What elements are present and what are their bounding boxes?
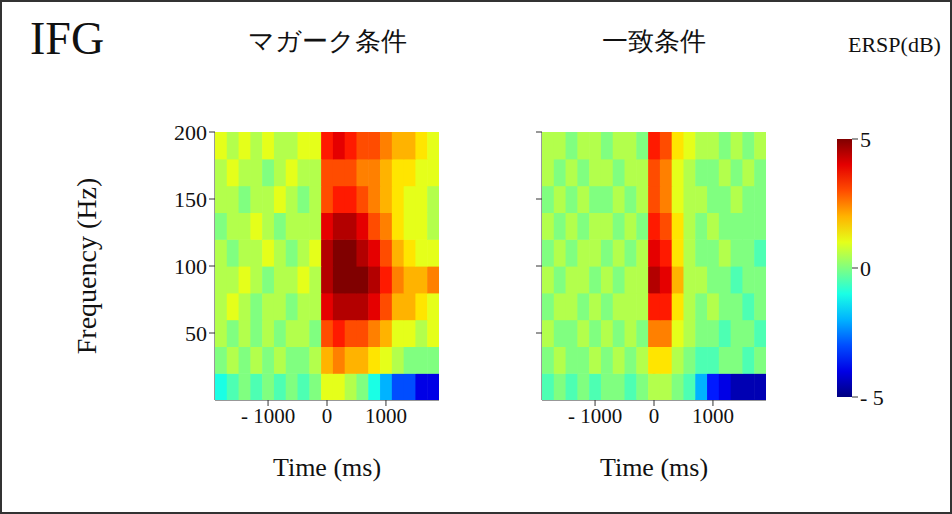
svg-text:5: 5 [860,127,871,152]
svg-text:Time (ms): Time (ms) [600,453,708,482]
svg-text:Time (ms): Time (ms) [273,453,381,482]
svg-text:Frequency (Hz): Frequency (Hz) [72,178,102,354]
html-text:一致条件: 一致条件 [602,27,706,56]
svg-text:200: 200 [174,120,207,145]
svg-text:0: 0 [649,404,660,428]
svg-text:- 1000: - 1000 [241,404,295,428]
html-text:マガーク条件: マガーク条件 [247,27,407,56]
html-text:IFG: IFG [30,13,105,64]
html-text:ERSP(dB): ERSP(dB) [848,32,941,57]
svg-text:1000: 1000 [365,404,407,428]
svg-text:- 5: - 5 [860,385,884,410]
svg-text:0: 0 [860,256,871,281]
svg-text:150: 150 [174,187,207,212]
svg-text:100: 100 [174,254,207,279]
svg-text:0: 0 [322,404,333,428]
svg-text:1000: 1000 [692,404,734,428]
svg-text:50: 50 [185,321,207,346]
svg-text:- 1000: - 1000 [568,404,622,428]
